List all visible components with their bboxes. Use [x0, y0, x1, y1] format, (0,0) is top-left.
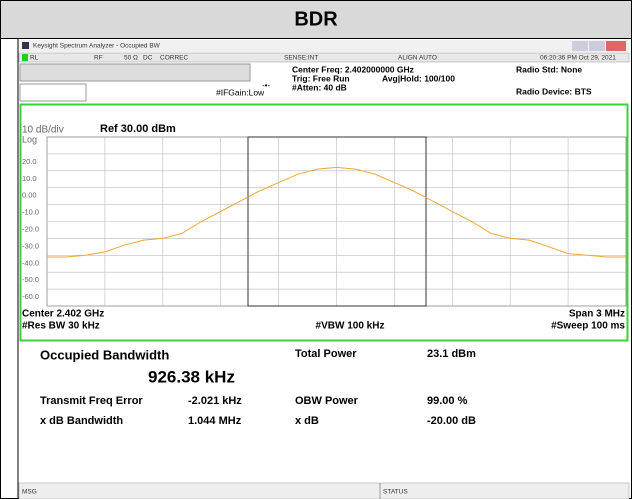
header-title: BDR — [294, 8, 338, 30]
msg: MSG — [22, 489, 37, 496]
obw-power-label: OBW Power — [295, 395, 359, 407]
y-tick-label: -20.0 — [22, 224, 39, 233]
graph-frame — [19, 103, 629, 342]
app-icon — [22, 42, 29, 49]
avg-hold: Avg|Hold: 100/100 — [382, 73, 455, 83]
y-tick-label: -50.0 — [22, 275, 39, 284]
freq-error-value: -2.021 kHz — [188, 395, 242, 407]
xdb-bw-value: 1.044 MHz — [188, 415, 242, 427]
res-bw: #Res BW 30 kHz — [22, 321, 100, 332]
field — [19, 83, 87, 102]
y-tick-label: -60.0 — [22, 292, 39, 301]
scale-type: Log — [22, 134, 37, 144]
y-tick-label: 10.0 — [22, 174, 37, 183]
y-tick-label: -40.0 — [22, 258, 39, 267]
xdb-label: x dB — [295, 415, 319, 427]
y-tick-label: 0.00 — [22, 191, 37, 200]
radio-device: Radio Device: BTS — [516, 86, 592, 96]
window-title: Keysight Spectrum Analyzer - Occupied BW — [33, 43, 161, 50]
status-bar — [18, 482, 630, 499]
center-freq: Center Freq: 2.402000000 GHz — [292, 64, 414, 74]
span: Span 3 MHz — [569, 309, 625, 320]
trigger-icon: -•- — [262, 81, 270, 90]
scale: 10 dB/div — [22, 125, 64, 136]
status-row — [18, 52, 630, 63]
status-item: RL — [30, 55, 39, 62]
y-tick-label: -30.0 — [22, 241, 39, 250]
obw-value: 926.38 kHz — [148, 367, 235, 386]
status-item: 06:20:36 PM Oct 29, 2021 — [540, 55, 616, 62]
xdb-bw-label: x dB Bandwidth — [40, 415, 123, 427]
y-tick-label: 20.0 — [22, 157, 37, 166]
vbw: #VBW 100 kHz — [316, 321, 385, 332]
max-button[interactable] — [589, 41, 605, 51]
status-item: CORREC — [160, 55, 188, 62]
total-power-value: 23.1 dBm — [427, 348, 476, 360]
obw-power-value: 99.00 % — [427, 395, 468, 407]
header-bg — [0, 0, 632, 39]
trace — [47, 166, 626, 258]
center: Center 2.402 GHz — [22, 309, 104, 320]
y-tick-label: -10.0 — [22, 208, 39, 217]
min-button[interactable] — [572, 41, 588, 51]
close-button[interactable] — [606, 41, 626, 51]
status-item: DC — [143, 55, 153, 62]
title-bar — [19, 40, 629, 52]
xdb-value: -20.00 dB — [427, 415, 476, 427]
radio-std: Radio Std: None — [516, 64, 582, 74]
total-power-label: Total Power — [295, 348, 357, 360]
rl-icon — [22, 54, 28, 61]
status-item: SENSE:INT — [284, 55, 318, 62]
sweep: #Sweep 100 ms — [551, 321, 625, 332]
status-item: ALIGN AUTO — [398, 55, 437, 62]
reference: Ref 30.00 dBm — [100, 123, 176, 135]
atten: #Atten: 40 dB — [292, 82, 347, 92]
trig: Trig: Free Run — [292, 73, 350, 83]
obw-label: Occupied Bandwidth — [40, 347, 169, 362]
status-item: 50 Ω — [124, 55, 138, 62]
status-item: RF — [94, 55, 103, 62]
status: STATUS — [383, 489, 408, 496]
obw-box — [247, 136, 427, 307]
field — [19, 63, 251, 82]
ifgain: #IFGain:Low — [216, 87, 265, 97]
freq-error-label: Transmit Freq Error — [40, 395, 143, 407]
